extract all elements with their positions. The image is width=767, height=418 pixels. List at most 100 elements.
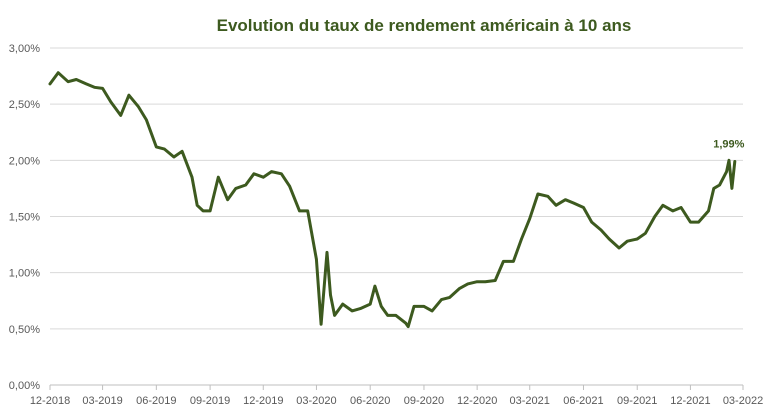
data-point [626,240,629,243]
data-point [369,302,372,306]
data-point [458,287,461,290]
data-point [644,232,647,235]
x-tick-label: 06-2019 [136,395,176,407]
x-tick-label: 03-2020 [296,395,336,407]
data-point [484,280,487,283]
data-point [712,187,715,190]
data-point [244,183,247,187]
data-point [440,298,443,301]
y-tick-label: 0,00% [9,380,40,392]
data-point [466,282,469,286]
x-tick-label: 12-2019 [243,395,283,407]
data-point [422,305,426,308]
data-point [196,204,199,207]
data-point [93,86,96,89]
data-point [528,217,531,220]
data-point [582,206,585,209]
data-point [48,82,52,86]
data-point [262,175,265,179]
data-point [394,314,398,317]
data-point [386,314,389,317]
data-point [190,175,194,179]
data-point [671,209,675,213]
data-point [494,279,497,282]
y-tick-label: 3,00% [9,43,40,55]
data-point [325,251,329,254]
data-point [119,114,122,117]
data-point [226,198,229,201]
x-tick-label: 03-2021 [510,395,550,407]
data-point [145,118,148,122]
x-axis-ticks: 12-2018 03-2019 06-2019 09-2019 12-2019 03-20… [30,385,763,407]
data-point [725,170,728,173]
data-point [653,215,656,218]
data-point [536,192,540,196]
data-labels: 1,99% [713,138,744,150]
data-point [373,284,377,288]
data-point [733,160,737,163]
data-point [341,302,344,306]
y-tick-label: 1,50% [9,212,40,224]
x-tick-label: 03-2019 [82,395,122,407]
data-point [380,305,383,308]
data-point [234,187,238,190]
x-tick-label: 12-2018 [30,395,70,407]
data-point [66,80,70,83]
data-point [572,201,575,205]
data-point [546,195,550,198]
data-point [163,147,166,151]
data-label: 1,99% [713,138,744,150]
data-point [502,260,505,263]
data-point [697,220,700,224]
data-point [270,170,273,173]
data-point [520,237,523,241]
data-point [406,325,410,328]
data-point [430,309,434,313]
x-tick-label: 09-2020 [404,395,444,407]
data-point [404,322,408,325]
x-tick-label: 09-2019 [190,395,230,407]
data-point [350,309,354,313]
y-tick-label: 2,00% [9,155,40,167]
chart-title: Evolution du taux de rendement américain… [217,16,632,35]
data-point [329,293,332,297]
data-point [306,209,309,213]
data-point [689,220,692,224]
x-tick-label: 03-2022 [723,395,763,407]
y-tick-label: 0,50% [9,324,40,336]
x-tick-label: 06-2020 [350,395,390,407]
series-layer [48,71,737,329]
data-point [590,220,593,224]
data-point [109,100,112,104]
data-point [730,187,734,190]
data-point [707,209,710,213]
data-point [85,82,88,86]
gridlines [50,47,743,386]
data-point [475,280,479,283]
data-point [208,209,212,213]
series-line [48,71,737,329]
data-point [617,246,621,250]
data-point [315,257,318,261]
data-point [101,87,104,90]
data-point [636,237,639,241]
data-point [718,183,721,187]
data-point [56,71,60,74]
y-tick-label: 2,50% [9,99,40,111]
data-point [280,172,283,176]
data-point [727,159,731,162]
data-point [288,184,291,188]
data-point [554,204,558,207]
data-point [607,237,611,241]
data-point [448,296,451,299]
y-tick-label: 1,00% [9,268,40,280]
x-tick-label: 12-2020 [457,395,497,407]
data-point [180,150,184,153]
data-point [137,105,140,108]
data-point [599,228,603,232]
data-point [217,175,220,179]
data-point [319,323,323,326]
x-tick-label: 12-2021 [670,395,710,407]
data-point [512,260,515,263]
